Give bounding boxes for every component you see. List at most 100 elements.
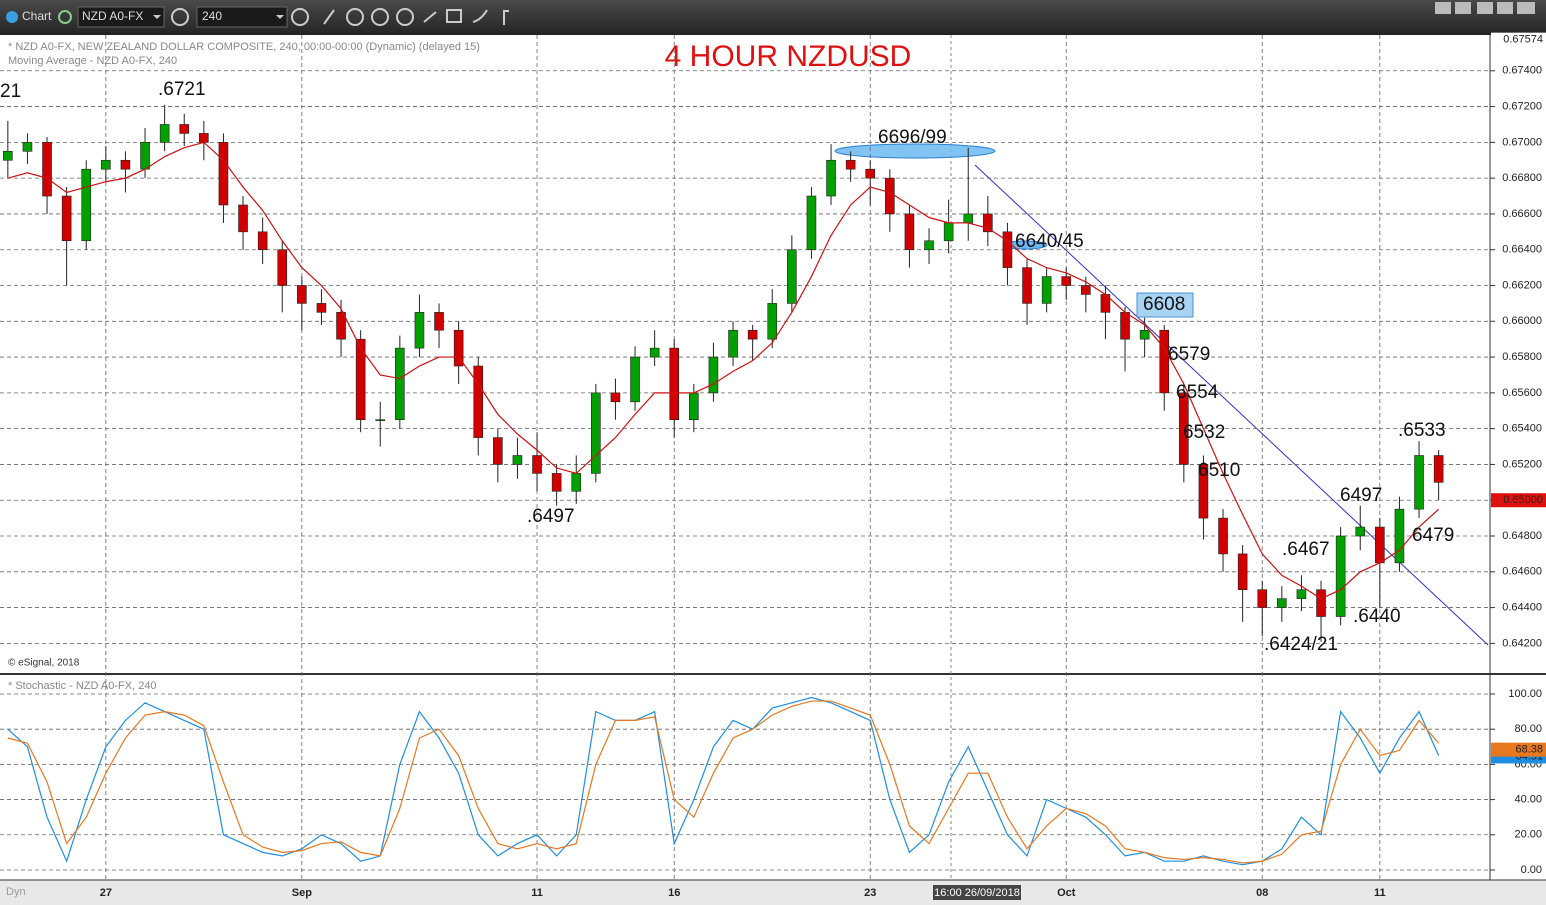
annotation: .6721 [158, 79, 206, 100]
chart-icon [6, 11, 18, 23]
candle-body [1022, 267, 1032, 304]
y-tick-label: 0.00 [1521, 864, 1542, 876]
price-marker [1491, 742, 1546, 757]
candle-body [532, 455, 542, 474]
price-marker-label: 0.65000 [1503, 494, 1543, 506]
y-tick-label: 0.66800 [1502, 172, 1542, 184]
candle-body [22, 142, 33, 152]
y-tick-label: 0.66400 [1502, 244, 1542, 256]
candle-body [257, 231, 268, 251]
toolbar-icons[interactable] [291, 8, 509, 26]
stoch-title: * Stochastic - NZD A0-FX, 240 [8, 680, 157, 692]
price-marker [1491, 32, 1546, 47]
y-tick-label: 0.64400 [1502, 601, 1542, 613]
candle-body [512, 455, 523, 465]
candle-body [1002, 231, 1013, 268]
interval[interactable]: 240 [202, 9, 222, 23]
symbol[interactable]: NZD A0-FX [82, 9, 143, 23]
candle-body [571, 473, 582, 492]
candle-body [101, 159, 111, 170]
y-tick-label: 0.65800 [1502, 351, 1542, 363]
price-marker [1491, 493, 1546, 508]
symbol-box[interactable] [77, 6, 165, 28]
candle-body [1081, 285, 1091, 295]
plot-area [0, 35, 1490, 880]
y-tick-label: 0.66600 [1502, 208, 1542, 220]
link-button[interactable] [58, 10, 72, 24]
candle-body [1335, 535, 1346, 617]
candle-body [493, 437, 503, 465]
candle-body [3, 151, 13, 161]
y-tick-label: 20.00 [1514, 829, 1542, 841]
candle-body [297, 285, 307, 304]
annotation: 6479 [1412, 525, 1454, 546]
x-tick-label: 11 [531, 887, 543, 899]
candle-body [140, 142, 150, 170]
annotation: .6467 [1282, 539, 1330, 560]
date-axis [0, 880, 1546, 905]
annotation: 21 [0, 81, 21, 102]
candle-body [395, 347, 405, 421]
candle-body [1414, 455, 1424, 510]
annotation: 6497 [1340, 485, 1382, 506]
candle-body [1139, 329, 1150, 340]
annotation: .6533 [1398, 420, 1446, 441]
y-tick-label: 80.00 [1514, 723, 1542, 735]
interval-box[interactable] [196, 6, 288, 28]
annotation: 6532 [1183, 422, 1225, 443]
candle-body [355, 338, 366, 421]
candle-body [1355, 526, 1366, 537]
dropdown-arrow [276, 15, 284, 19]
stochastic-line [7, 696, 1440, 866]
candle-body [708, 356, 719, 394]
candle-body [747, 329, 758, 340]
candle-body [1375, 526, 1385, 564]
candle-body [199, 133, 209, 143]
candle-body [845, 159, 856, 170]
candle-body [1237, 553, 1248, 590]
settings-button[interactable] [171, 8, 189, 26]
y-tick-label: 0.66200 [1502, 279, 1542, 291]
trend-line [974, 164, 1489, 646]
y-tick-label: 0.65200 [1502, 458, 1542, 470]
y-tick-label: 0.64600 [1502, 566, 1542, 578]
candle-body [179, 124, 190, 134]
chart-label: Chart [22, 9, 52, 23]
candle-body [277, 249, 288, 286]
y-tick-label: 0.64200 [1502, 637, 1542, 649]
candle-body [669, 347, 680, 421]
x-tick-label: 23 [864, 887, 876, 899]
price-marker-label: 68.38 [1515, 744, 1543, 756]
annotation: 6579 [1168, 344, 1210, 365]
y-tick-label: 0.67400 [1502, 65, 1542, 77]
y-tick-label: 0.65600 [1502, 387, 1542, 399]
annotation: 6510 [1198, 460, 1240, 481]
annotation-box [1136, 292, 1194, 318]
annotation: 6696/99 [878, 127, 947, 148]
window-buttons[interactable] [1435, 2, 1535, 14]
y-tick-label: 0.67000 [1502, 136, 1542, 148]
candle-body [42, 142, 52, 197]
candle-body [865, 168, 876, 179]
candle-body [1120, 312, 1130, 340]
candle-body [963, 213, 974, 224]
candle-body [336, 312, 346, 340]
candle-body [1041, 276, 1052, 304]
resistance-zone [834, 143, 996, 159]
chart-title: 4 HOUR NZDUSD [665, 40, 912, 73]
annotation: 6554 [1176, 382, 1219, 403]
candle-body [1433, 455, 1444, 483]
x-tick-label: Sep [292, 887, 312, 899]
candle-body [787, 249, 797, 304]
stochastic-line [7, 700, 1440, 864]
x-tick-label: 08 [1256, 887, 1268, 899]
candle-body [473, 365, 484, 438]
y-tick-label: 0.64800 [1502, 530, 1542, 542]
moving-average [7, 141, 1440, 600]
candle-body [983, 213, 993, 233]
candle-body [1179, 392, 1189, 465]
candle-body [434, 312, 444, 331]
candle-body [630, 356, 640, 403]
price-marker-label: 0.67574 [1503, 34, 1543, 46]
